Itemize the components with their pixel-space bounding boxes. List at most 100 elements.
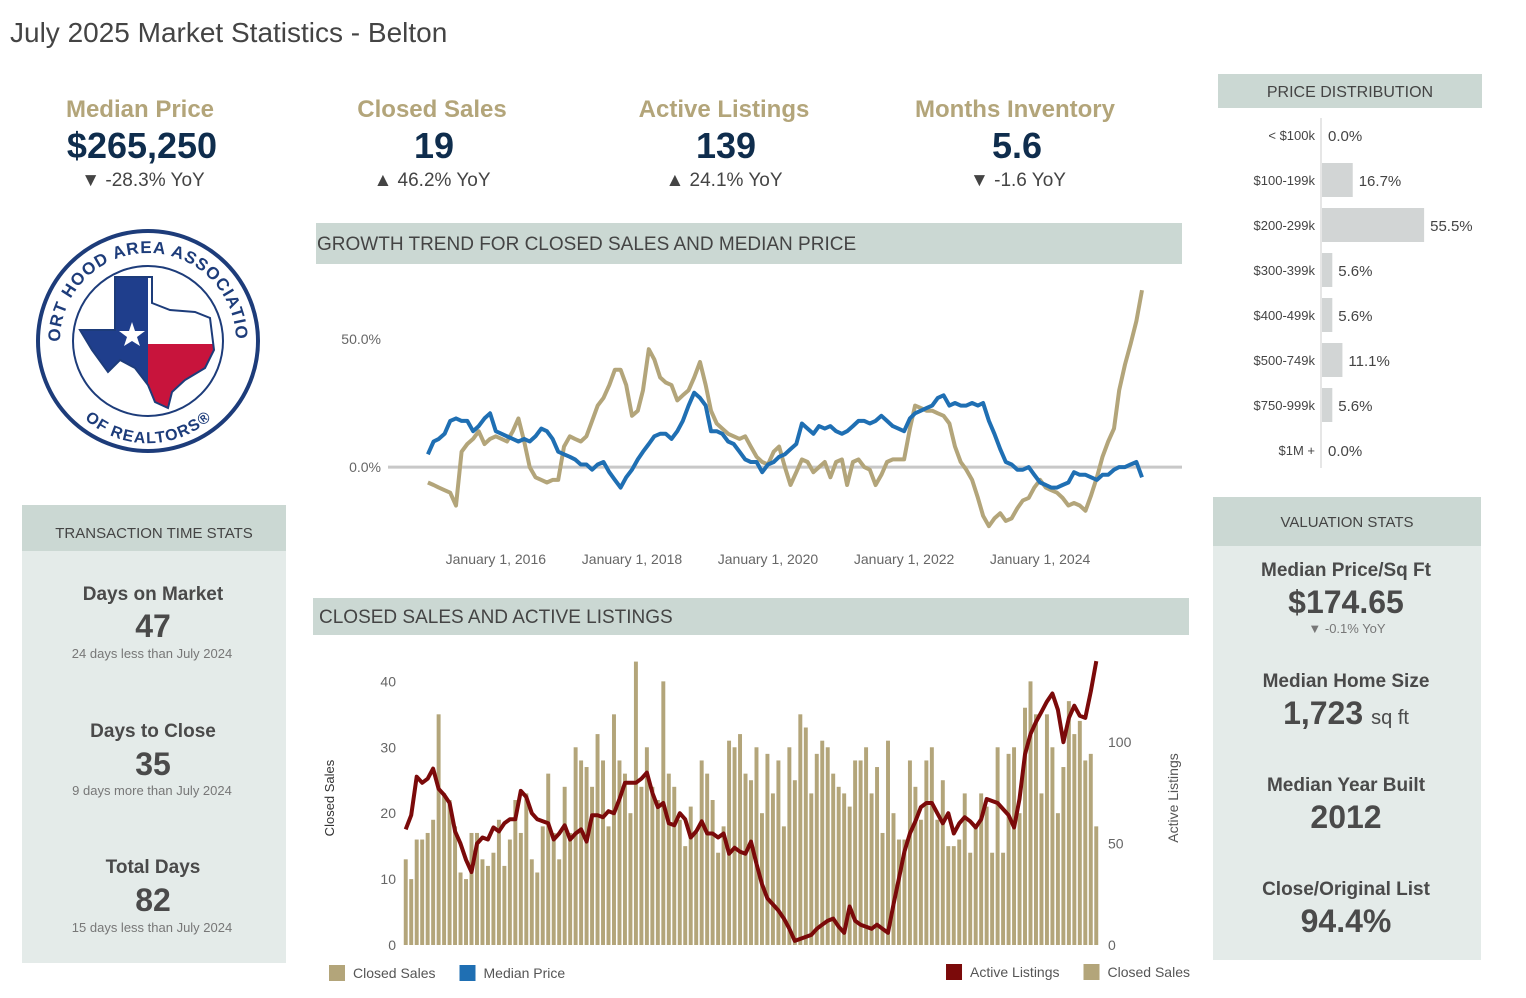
bar [458,872,463,945]
chart-banner [316,223,1182,264]
bar [557,859,562,945]
bar [951,846,956,945]
stat-label: Median Home Size [1263,671,1430,692]
bar [502,865,507,945]
bar [699,760,704,945]
kpi-label: Median Price [66,96,214,123]
bar [995,747,1000,945]
y2-tick-label: 100 [1108,734,1132,750]
y-tick-label: 20 [380,805,396,821]
bar [683,846,688,945]
bar [820,740,825,945]
value-label: 5.6% [1338,263,1372,280]
bar [639,786,644,945]
stat-label: Close/Original List [1262,879,1431,900]
page-title: July 2025 Market Statistics - Belton [10,17,447,48]
bar [957,839,962,945]
bar [814,753,819,945]
value-label: 16.7% [1359,173,1402,190]
bar [579,760,584,945]
value-label: 11.1% [1348,353,1389,370]
bar [896,839,901,945]
bar [409,879,414,945]
bar [749,780,753,945]
y-tick-label: 40 [380,673,396,689]
bar [403,859,408,945]
bar [1012,747,1017,945]
x-tick-label: January 1, 2024 [990,551,1091,567]
stat-value: 1,723 [1283,695,1363,731]
logo: FORT HOOD AREA ASSOCIATION OF REALTORS® [0,0,260,453]
bar [447,800,452,945]
bar [743,773,748,945]
legend-swatch [329,965,345,981]
bar [425,832,430,945]
bar [573,747,578,945]
bar [902,839,907,945]
bar [803,727,808,945]
stat-unit: sq ft [1371,707,1409,729]
bar [979,793,984,945]
bar [590,786,595,945]
bar [776,760,781,945]
bar [1322,388,1333,422]
line-series [427,289,1144,529]
bar [414,839,419,945]
category-label: $400-499k [1254,308,1316,323]
chart-banner [313,598,1189,635]
bar [529,859,534,945]
kpi-label: Closed Sales [357,96,506,123]
bar [524,793,529,945]
bar [968,852,973,945]
kpi-value: 139 [696,125,756,166]
stat-note: 15 days less than July 2024 [72,920,232,935]
bar [842,793,847,945]
legend-label: Active Listings [970,964,1059,980]
panel-title: TRANSACTION TIME STATS [55,525,253,542]
stat-note: ▼ -0.1% YoY [1308,621,1386,636]
legend-label: Closed Sales [1108,964,1191,980]
panel-body [22,551,286,963]
bar [864,747,869,945]
bar [475,832,479,945]
bar [595,734,600,945]
bar [1322,253,1333,287]
stat-value: 2012 [1310,799,1381,835]
value-label: 0.0% [1328,443,1362,460]
category-label: $1M + [1279,443,1316,458]
bar [765,753,770,945]
texas-outline [78,276,216,410]
bar [655,800,660,945]
bar [710,800,715,945]
bar [1044,714,1049,945]
bar [1034,714,1038,945]
y-tick-label: 0.0% [349,459,381,475]
bar [420,839,425,945]
kpi-change: ▼ -1.6 YoY [970,170,1066,191]
bar [518,832,523,945]
stat-note: 9 days more than July 2024 [72,783,232,798]
chart-title: GROWTH TREND FOR CLOSED SALES AND MEDIAN… [317,234,856,255]
stat-value-group: 1,723 sq ft [1283,695,1409,731]
value-label: 55.5% [1430,218,1473,235]
bar [858,760,863,945]
bar [1322,208,1425,242]
bar [622,773,627,945]
bar [513,800,518,945]
bar [1088,753,1093,945]
category-label: $750-999k [1254,398,1316,413]
bar [754,747,759,945]
kpi-label: Active Listings [639,96,810,123]
bar [809,793,814,945]
bar [886,740,890,945]
bar [727,740,732,945]
bar [825,747,830,945]
kpi-change: ▲ 24.1% YoY [665,170,782,191]
bar [480,859,485,945]
stat-value: 94.4% [1301,903,1392,939]
bar [792,780,797,945]
bar [431,819,436,945]
bar [1066,701,1071,945]
bar [913,786,918,945]
chart-title: CLOSED SALES AND ACTIVE LISTINGS [319,607,673,628]
